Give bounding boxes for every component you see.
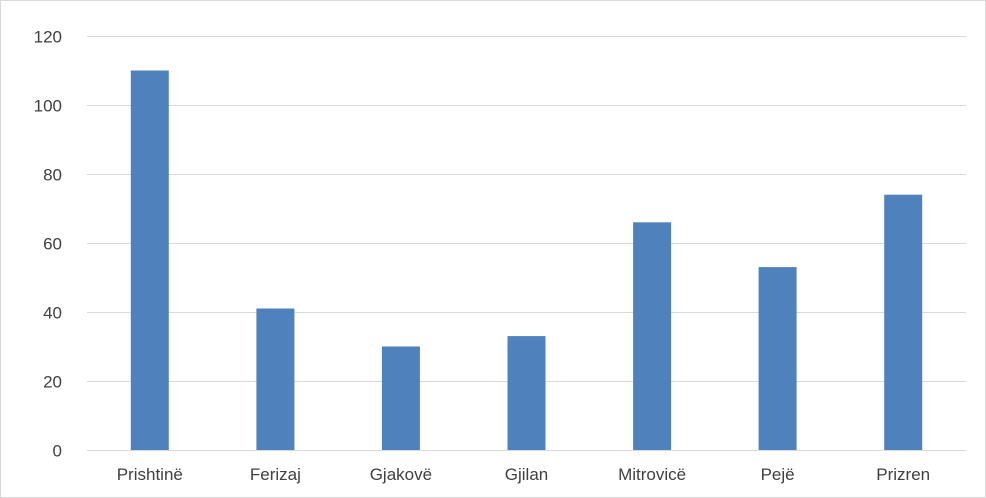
y-tick-label: 40 xyxy=(43,304,62,323)
bar-gjakovë xyxy=(381,346,420,450)
y-tick-label: 80 xyxy=(43,166,62,185)
bar-pejë xyxy=(758,267,797,450)
bars xyxy=(130,70,923,450)
y-tick-label: 0 xyxy=(53,442,62,461)
bar-prizren xyxy=(884,194,923,450)
x-axis-tick-labels: Prishtinë Ferizaj Gjakovë Gjilan Mitrovicë Pe… xyxy=(117,465,930,484)
x-tick-label: Mitrovicë xyxy=(618,465,686,484)
bar-ferizaj xyxy=(256,308,295,450)
x-tick-label: Ferizaj xyxy=(250,465,301,484)
x-tick-label: Prizren xyxy=(876,465,930,484)
bar-gjilan xyxy=(507,336,546,450)
y-tick-label: 120 xyxy=(34,28,62,47)
bar-prishtinë xyxy=(130,70,169,450)
y-tick-label: 20 xyxy=(43,373,62,392)
y-axis-tick-labels: 0 20 40 60 80 100 120 xyxy=(34,28,62,461)
y-tick-label: 100 xyxy=(34,97,62,116)
x-tick-label: Prishtinë xyxy=(117,465,183,484)
x-tick-label: Pejë xyxy=(761,465,795,484)
bar-mitrovicë xyxy=(633,222,672,450)
x-tick-label: Gjakovë xyxy=(370,465,432,484)
gridlines xyxy=(87,36,966,451)
y-tick-label: 60 xyxy=(43,235,62,254)
x-tick-label: Gjilan xyxy=(505,465,548,484)
